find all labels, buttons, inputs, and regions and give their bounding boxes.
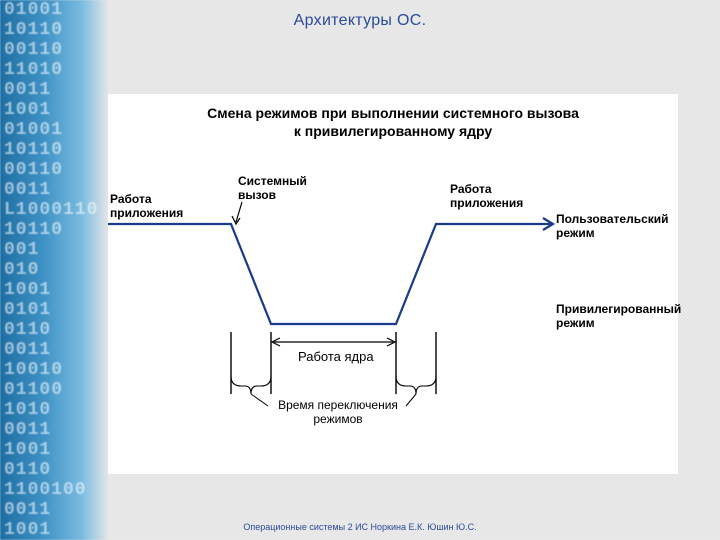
binary-sidebar: 01001 10110 00110 11010 0011 1001 01001 … — [0, 0, 109, 540]
diagram-panel: Смена режимов при выполнении системного … — [108, 94, 678, 474]
page-title: Архитектуры ОС. — [0, 12, 720, 30]
switch-link-left — [251, 394, 268, 406]
switch-link-right — [406, 394, 416, 406]
diagram-svg — [108, 94, 678, 474]
page-footer: Операционные системы 2 ИС Норкина Е.К. Ю… — [0, 522, 720, 532]
switch-brace-left — [231, 376, 271, 394]
mode-waveform — [108, 224, 551, 324]
switch-brace-right — [396, 376, 436, 394]
